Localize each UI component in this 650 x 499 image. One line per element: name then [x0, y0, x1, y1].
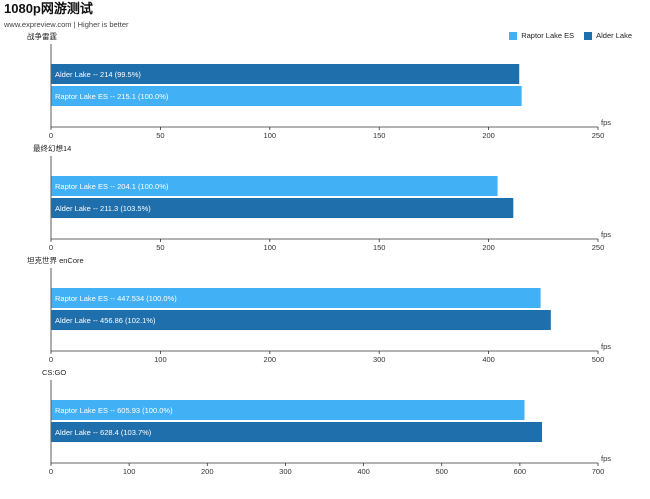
legend-swatch-alder-lake [584, 31, 593, 40]
x-tick-label: 200 [482, 243, 495, 252]
bar [51, 176, 498, 196]
x-tick-label: 100 [154, 355, 167, 364]
legend-label-alder-lake: Alder Lake [596, 31, 632, 40]
x-tick-label: 150 [373, 131, 386, 140]
x-axis-unit-label: fps [601, 454, 611, 463]
x-axis-unit-label: fps [601, 118, 611, 127]
x-tick-label: 600 [514, 467, 527, 476]
legend-label-raptor-lake: Raptor Lake ES [521, 31, 575, 40]
panel-title: CS:GO [42, 368, 66, 377]
x-tick-label: 250 [592, 243, 605, 252]
bar [51, 400, 525, 420]
bar-label: Alder Lake -- 214 (99.5%) [55, 70, 141, 79]
legend: Raptor Lake ES Alder Lake [509, 31, 632, 40]
bar [51, 198, 514, 218]
x-tick-label: 200 [201, 467, 214, 476]
x-axis-unit-label: fps [601, 342, 611, 351]
x-tick-label: 400 [482, 355, 495, 364]
x-tick-label: 0 [49, 355, 53, 364]
x-axis-unit-label: fps [601, 230, 611, 239]
legend-item-raptor-lake[interactable]: Raptor Lake ES [509, 31, 574, 40]
bar-label: Alder Lake -- 628.4 (103.7%) [55, 428, 152, 437]
bar-label: Raptor Lake ES -- 204.1 (100.0%) [55, 182, 169, 191]
x-tick-label: 400 [357, 467, 370, 476]
x-tick-label: 500 [592, 355, 605, 364]
panel-title: 最终幻想14 [33, 143, 71, 153]
x-tick-label: 100 [264, 131, 277, 140]
x-tick-label: 0 [49, 467, 53, 476]
x-tick-label: 500 [435, 467, 448, 476]
x-tick-label: 700 [592, 467, 605, 476]
x-tick-label: 200 [482, 131, 495, 140]
chart-header: 1080p网游测试 www.expreview.com | Higher is … [4, 1, 129, 30]
x-tick-label: 0 [49, 243, 53, 252]
x-tick-label: 150 [373, 243, 386, 252]
bar [51, 310, 551, 330]
bar-label: Alder Lake -- 456.86 (102.1%) [55, 316, 156, 325]
x-tick-label: 300 [373, 355, 386, 364]
bar [51, 86, 522, 106]
x-tick-label: 50 [156, 243, 164, 252]
panel-title: 坦克世界 enCore [27, 255, 84, 265]
page-subtitle: www.expreview.com | Higher is better [4, 20, 129, 29]
bar [51, 64, 520, 84]
x-tick-label: 50 [156, 131, 164, 140]
bar-label: Alder Lake -- 211.3 (103.5%) [55, 204, 151, 213]
bar-label: Raptor Lake ES -- 447.534 (100.0%) [55, 294, 177, 303]
page-title: 1080p网游测试 [4, 1, 93, 16]
x-tick-label: 100 [123, 467, 136, 476]
bar [51, 288, 541, 308]
legend-swatch-raptor-lake [509, 31, 518, 40]
legend-item-alder-lake[interactable]: Alder Lake [584, 31, 632, 40]
x-tick-label: 100 [264, 243, 277, 252]
x-tick-label: 250 [592, 131, 605, 140]
x-tick-label: 300 [279, 467, 292, 476]
panel-title: 战争雷霆 [27, 31, 57, 41]
bar [51, 422, 543, 442]
bar-label: Raptor Lake ES -- 215.1 (100.0%) [55, 92, 169, 101]
x-tick-label: 200 [264, 355, 277, 364]
bar-label: Raptor Lake ES -- 605.93 (100.0%) [55, 406, 173, 415]
x-tick-label: 0 [49, 131, 53, 140]
